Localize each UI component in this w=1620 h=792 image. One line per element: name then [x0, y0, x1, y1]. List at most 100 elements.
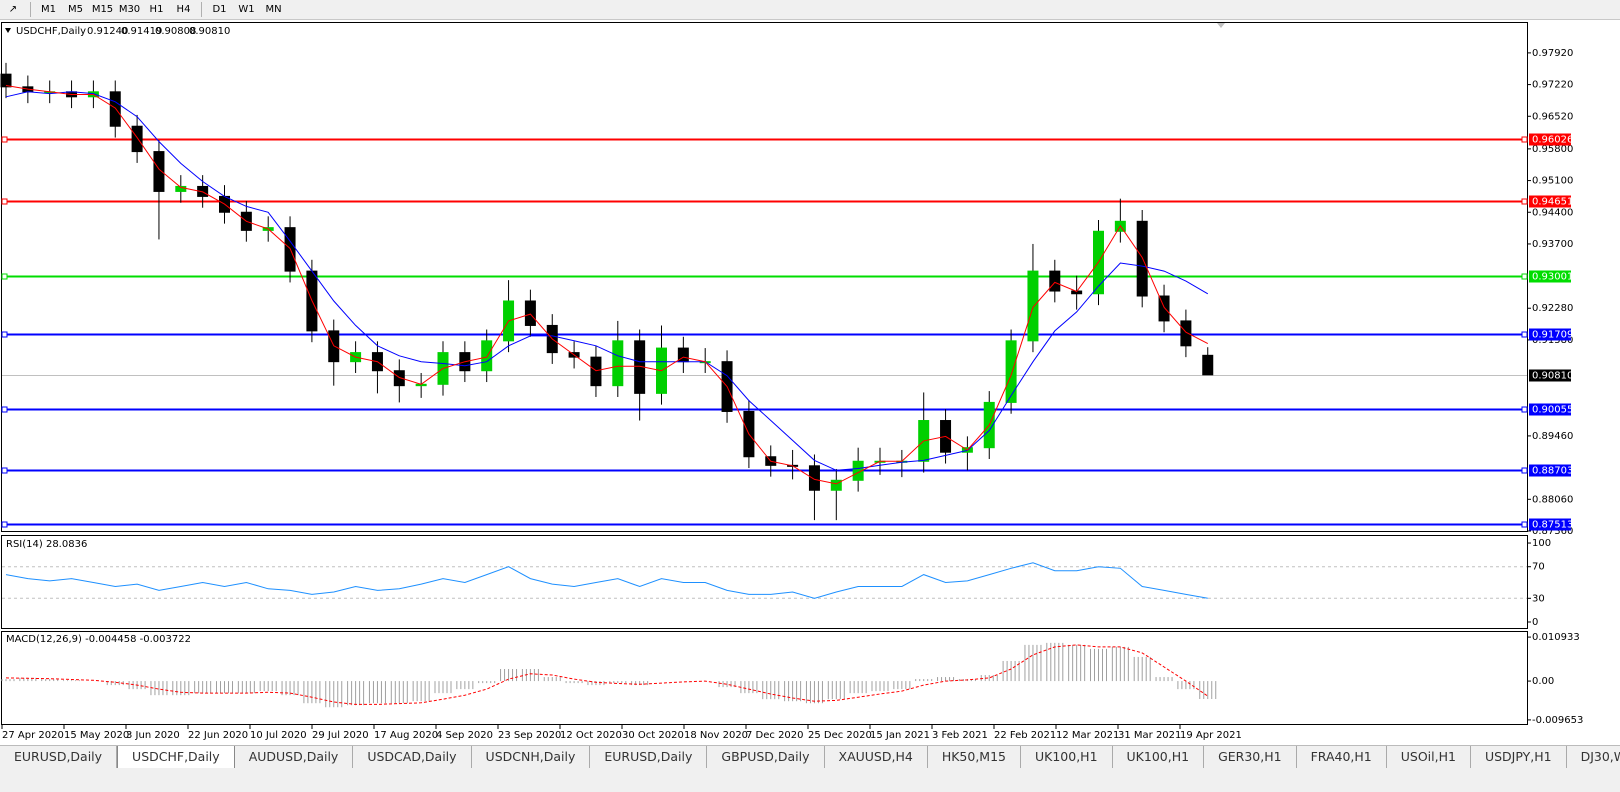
timeframe-toolbar: ↗ M1 M5 M15 M30 H1 H4 D1 W1 MN	[0, 0, 1620, 20]
y-tick-label: 0.93700	[1532, 239, 1573, 250]
candle-body	[109, 91, 121, 127]
x-tick-label: 12 Oct 2020	[560, 730, 622, 741]
level-label-box	[1529, 195, 1571, 208]
level-handle	[1521, 273, 1528, 280]
level-handle	[1, 467, 8, 474]
header-high: 0.91419	[121, 26, 162, 37]
candle-body	[1005, 340, 1017, 403]
x-tick-label: 3 Feb 2021	[932, 730, 988, 741]
chart-tab[interactable]: DJ30,Weekly	[1567, 746, 1620, 768]
y-tick-label: 100	[1532, 538, 1551, 549]
level-handle	[1521, 198, 1528, 205]
x-tick-label: 19 Apr 2021	[1180, 730, 1242, 741]
x-tick-label: 7 Dec 2020	[746, 730, 804, 741]
macd-frame	[1, 631, 1528, 725]
y-tick-label: 0	[1532, 617, 1538, 628]
chart-tab[interactable]: UK100,H1	[1113, 746, 1205, 768]
candle-body	[0, 73, 12, 88]
level-handle	[1, 331, 8, 338]
chart-tab[interactable]: USDCNH,Daily	[472, 746, 591, 768]
chart-tab[interactable]: EURUSD,Daily	[0, 746, 118, 768]
candle-body	[1049, 270, 1061, 292]
separator	[30, 2, 31, 17]
timeframe-button[interactable]: D1	[212, 4, 227, 15]
x-tick-label: 3 Jun 2020	[126, 730, 180, 741]
timeframe-button[interactable]: M15	[91, 4, 114, 15]
candle-body	[1180, 320, 1192, 347]
chart-tab[interactable]: FRA40,H1	[1297, 746, 1387, 768]
y-tick-label: 70	[1532, 562, 1545, 573]
chart-tab[interactable]: AUDUSD,Daily	[235, 746, 354, 768]
x-tick-label: 12 Mar 2021	[1056, 730, 1119, 741]
y-tick-label: 0.96520	[1532, 111, 1573, 122]
x-tick-label: 30 Oct 2020	[622, 730, 684, 741]
candle-body	[1158, 295, 1170, 322]
level-label-box	[1529, 464, 1571, 477]
level-handle	[1521, 521, 1528, 528]
timeframe-button[interactable]: M5	[68, 4, 83, 15]
rsi-title: RSI(14) 28.0836	[6, 539, 87, 550]
level-label: 0.91709	[1532, 330, 1573, 341]
y-tick-label: 0.88060	[1532, 494, 1573, 505]
current-price-label: 0.90810	[1532, 371, 1573, 382]
candle-body	[153, 151, 165, 192]
timeframe-button[interactable]: H1	[149, 4, 164, 15]
level-label: 0.87513	[1532, 520, 1573, 531]
y-tick-label: 0.94400	[1532, 207, 1573, 218]
x-tick-label: 29 Jul 2020	[312, 730, 369, 741]
candle-body	[481, 340, 493, 372]
x-tick-label: 23 Sep 2020	[498, 730, 561, 741]
symbol-title: USDCHF,Daily	[16, 26, 86, 37]
rsi-line	[5, 562, 1208, 599]
level-handle	[1521, 136, 1528, 143]
chart-tab[interactable]: USDCAD,Daily	[353, 746, 472, 768]
timeframe-button[interactable]: W1	[238, 4, 255, 15]
x-tick-label: 17 Aug 2020	[374, 730, 438, 741]
level-label: 0.88703	[1532, 466, 1573, 477]
chart-tab[interactable]: XAUUSD,H4	[825, 746, 928, 768]
toolbar-icon[interactable]: ↗	[8, 4, 18, 15]
collapse-icon[interactable]	[5, 28, 11, 33]
level-handle	[1, 406, 8, 413]
chart-tab[interactable]: USDCHF,Daily	[117, 746, 235, 768]
level-label: 0.96026	[1532, 135, 1573, 146]
chart-tab[interactable]: GER30,H1	[1204, 746, 1297, 768]
shift-marker[interactable]	[1217, 23, 1225, 28]
x-tick-label: 15 May 2020	[64, 730, 129, 741]
x-tick-label: 10 Jul 2020	[250, 730, 307, 741]
chart-tabs: EURUSD,Daily USDCHF,Daily AUDUSD,Daily USDC…	[0, 745, 1620, 768]
y-tick-label: 0.95800	[1532, 144, 1573, 155]
x-tick-label: 31 Mar 2021	[1118, 730, 1181, 741]
chart-tab[interactable]: USOil,H1	[1387, 746, 1471, 768]
y-tick-label: 0.92280	[1532, 303, 1573, 314]
y-tick-label: 30	[1532, 593, 1545, 604]
chart-tab[interactable]: USDJPY,H1	[1471, 746, 1567, 768]
level-label-box	[1529, 133, 1571, 146]
chart-tab[interactable]: HK50,M15	[928, 746, 1021, 768]
timeframe-button[interactable]: M1	[41, 4, 56, 15]
chart-tab[interactable]: GBPUSD,Daily	[707, 746, 825, 768]
timeframe-button[interactable]: M30	[118, 4, 141, 15]
macd-signal	[5, 644, 1209, 705]
header-close: 0.90810	[189, 26, 230, 37]
x-tick-label: 25 Dec 2020	[808, 730, 872, 741]
chart: USDCHF,Daily 0.91240 0.91419 0.90808 0.9…	[0, 20, 1620, 745]
level-label: 0.90055	[1532, 405, 1573, 416]
chart-background	[0, 20, 1620, 745]
candle-body	[852, 460, 864, 481]
x-tick-label: 22 Feb 2021	[994, 730, 1056, 741]
level-handle	[1, 273, 8, 280]
candle-body	[612, 340, 624, 387]
timeframe-button[interactable]: H4	[176, 4, 191, 15]
separator	[201, 2, 202, 17]
candle-body	[524, 300, 536, 326]
level-handle	[1, 198, 8, 205]
timeframe-button[interactable]: MN	[265, 4, 282, 15]
x-tick-label: 27 Apr 2020	[2, 730, 64, 741]
chart-tab[interactable]: EURUSD,Daily	[590, 746, 708, 768]
candle-body	[131, 125, 143, 153]
candle-body	[830, 479, 842, 491]
candle-body	[1027, 270, 1039, 342]
chart-tab[interactable]: UK100,H1	[1021, 746, 1113, 768]
